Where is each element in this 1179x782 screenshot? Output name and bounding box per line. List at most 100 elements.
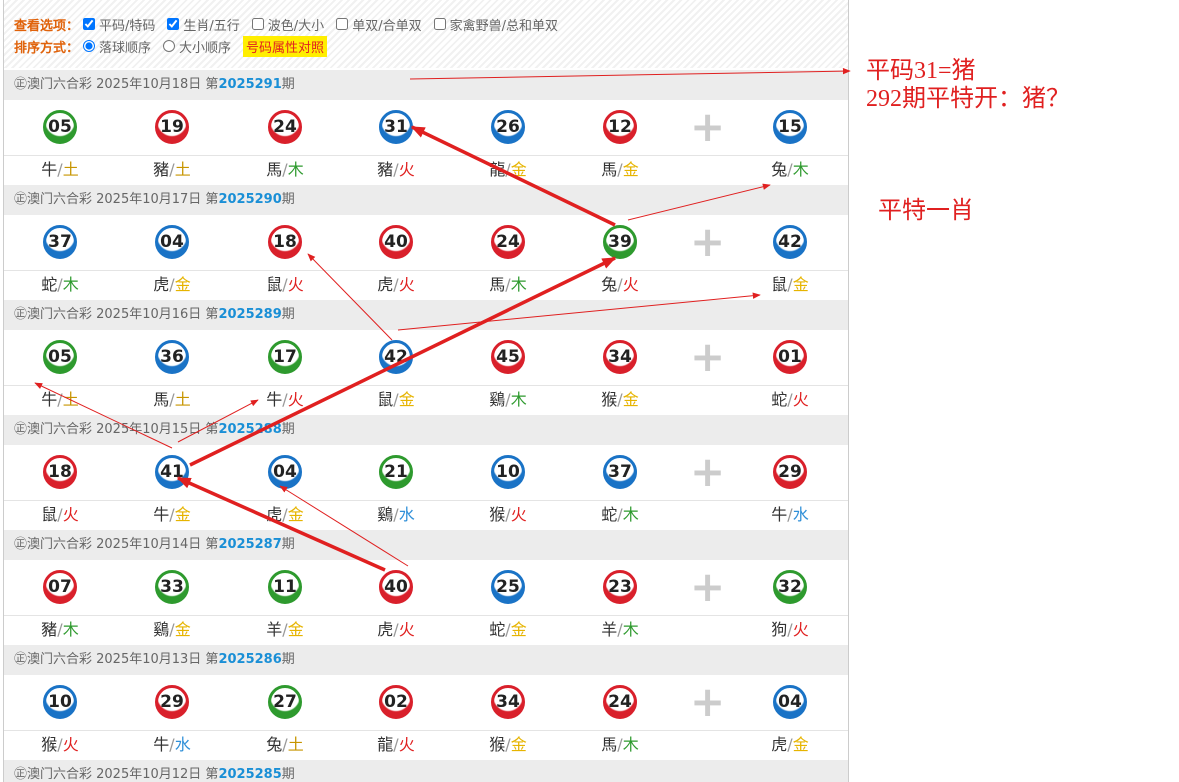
zodiac: 羊	[266, 620, 283, 639]
draw-header: ㊣澳门六合彩 2025年10月18日 第2025291期	[4, 70, 848, 100]
option-label: 单双/合单双	[352, 18, 422, 34]
ball: 24	[491, 225, 525, 259]
plus-sign: +	[690, 562, 726, 611]
zodiac-element: 兔/木	[760, 155, 820, 185]
separator: /	[787, 735, 793, 754]
zodiac: 猴	[41, 735, 58, 754]
zodiac-element: 龍/火	[366, 730, 426, 760]
view-option[interactable]: 平码/特码	[83, 15, 155, 34]
ball: 07	[43, 570, 77, 604]
zodiac: 猴	[489, 505, 506, 524]
zodiac-element: 牛/水	[142, 730, 202, 760]
separator: /	[393, 390, 399, 409]
header-suffix: 期	[281, 652, 295, 667]
zodiac-element: 羊/金	[255, 615, 315, 645]
issue-number: 2025289	[218, 307, 282, 322]
option-label: 波色/大小	[267, 18, 325, 34]
zodiac-element: 牛/土	[30, 155, 90, 185]
view-option[interactable]: 生肖/五行	[167, 15, 240, 34]
zodiac: 馬	[601, 735, 618, 754]
separator: /	[505, 160, 511, 179]
header-text: ㊣澳门六合彩 2025年10月12日 第	[14, 767, 219, 782]
zodiac-element: 鼠/金	[366, 385, 426, 415]
zodiac: 牛	[41, 390, 58, 409]
element: 木	[622, 505, 639, 524]
radio[interactable]	[163, 40, 176, 52]
draw-header: ㊣澳门六合彩 2025年10月16日 第2025289期	[4, 300, 848, 330]
ball: 10	[43, 685, 77, 719]
element: 金	[174, 275, 191, 294]
ball: 26	[491, 110, 525, 144]
separator: /	[282, 620, 288, 639]
issue-number: 2025291	[218, 77, 282, 92]
options-bar: 查看选项： 平码/特码 生肖/五行 波色/大小 单双/合单双 家禽野兽/总和单双 排序方式…	[4, 0, 848, 68]
checkbox[interactable]	[83, 18, 96, 30]
zodiac: 馬	[153, 390, 170, 409]
separator: /	[57, 620, 63, 639]
zodiac-element: 蛇/木	[590, 500, 650, 530]
element: 水	[792, 505, 809, 524]
zodiac: 豬	[153, 160, 170, 179]
ball: 18	[268, 225, 302, 259]
header-text: ㊣澳门六合彩 2025年10月15日 第	[14, 422, 219, 437]
annotation: 平特一肖	[878, 198, 974, 224]
element: 火	[792, 390, 809, 409]
header-suffix: 期	[281, 767, 295, 782]
element: 土	[287, 735, 304, 754]
ball: 15	[773, 110, 807, 144]
option-label: 落球顺序	[99, 40, 152, 56]
zodiac: 牛	[771, 505, 788, 524]
checkbox[interactable]	[336, 18, 349, 30]
zodiac: 蛇	[41, 275, 58, 294]
view-option[interactable]: 家禽野兽/总和单双	[433, 15, 558, 34]
zodiac-element: 狗/火	[760, 615, 820, 645]
view-label: 查看选项：	[14, 18, 80, 34]
ball: 45	[491, 340, 525, 374]
zodiac-element: 豬/土	[142, 155, 202, 185]
ball-row: 07 33 11 40 25 23 32 +	[4, 560, 848, 616]
results-panel: 查看选项： 平码/特码 生肖/五行 波色/大小 单双/合单双 家禽野兽/总和单双 排序方式…	[3, 0, 849, 782]
sort-options: 排序方式： 落球顺序 大小顺序 号码属性对照	[14, 35, 328, 57]
zodiac-element: 鼠/火	[255, 270, 315, 300]
separator: /	[169, 275, 175, 294]
ball: 05	[43, 340, 77, 374]
zodiac-element: 馬/土	[142, 385, 202, 415]
plus-sign: +	[690, 217, 726, 266]
attribute-button[interactable]: 号码属性对照	[243, 35, 328, 57]
separator: /	[617, 390, 623, 409]
sort-option[interactable]: 大小顺序	[163, 37, 231, 56]
separator: /	[505, 735, 511, 754]
zodiac: 鼠	[266, 275, 283, 294]
ball: 11	[268, 570, 302, 604]
checkbox[interactable]	[251, 18, 264, 30]
zodiac-row: 蛇/木 虎/金 鼠/火 虎/火 馬/木 兔/火 鼠/金	[4, 270, 848, 300]
zodiac: 牛	[153, 505, 170, 524]
radio[interactable]	[83, 40, 96, 52]
draw-header: ㊣澳门六合彩 2025年10月12日 第2025285期	[4, 760, 848, 782]
view-option[interactable]: 波色/大小	[251, 15, 325, 34]
ball-row: 37 04 18 40 24 39 42 +	[4, 215, 848, 271]
element: 金	[792, 275, 809, 294]
zodiac-element: 蛇/木	[30, 270, 90, 300]
ball: 27	[268, 685, 302, 719]
checkbox[interactable]	[433, 18, 446, 30]
sort-option[interactable]: 落球顺序	[83, 37, 151, 56]
separator: /	[617, 160, 623, 179]
ball: 34	[603, 340, 637, 374]
ball: 39	[603, 225, 637, 259]
zodiac: 虎	[771, 735, 788, 754]
view-option[interactable]: 单双/合单双	[336, 15, 422, 34]
checkbox[interactable]	[167, 18, 180, 30]
header-suffix: 期	[281, 307, 295, 322]
separator: /	[787, 160, 793, 179]
separator: /	[169, 505, 175, 524]
option-label: 家禽野兽/总和单双	[449, 18, 558, 34]
ball: 34	[491, 685, 525, 719]
separator: /	[282, 505, 288, 524]
zodiac-element: 鷄/金	[142, 615, 202, 645]
issue-number: 2025287	[218, 537, 282, 552]
zodiac-element: 猴/金	[478, 730, 538, 760]
zodiac-element: 鼠/火	[30, 500, 90, 530]
zodiac: 馬	[601, 160, 618, 179]
separator: /	[57, 390, 63, 409]
